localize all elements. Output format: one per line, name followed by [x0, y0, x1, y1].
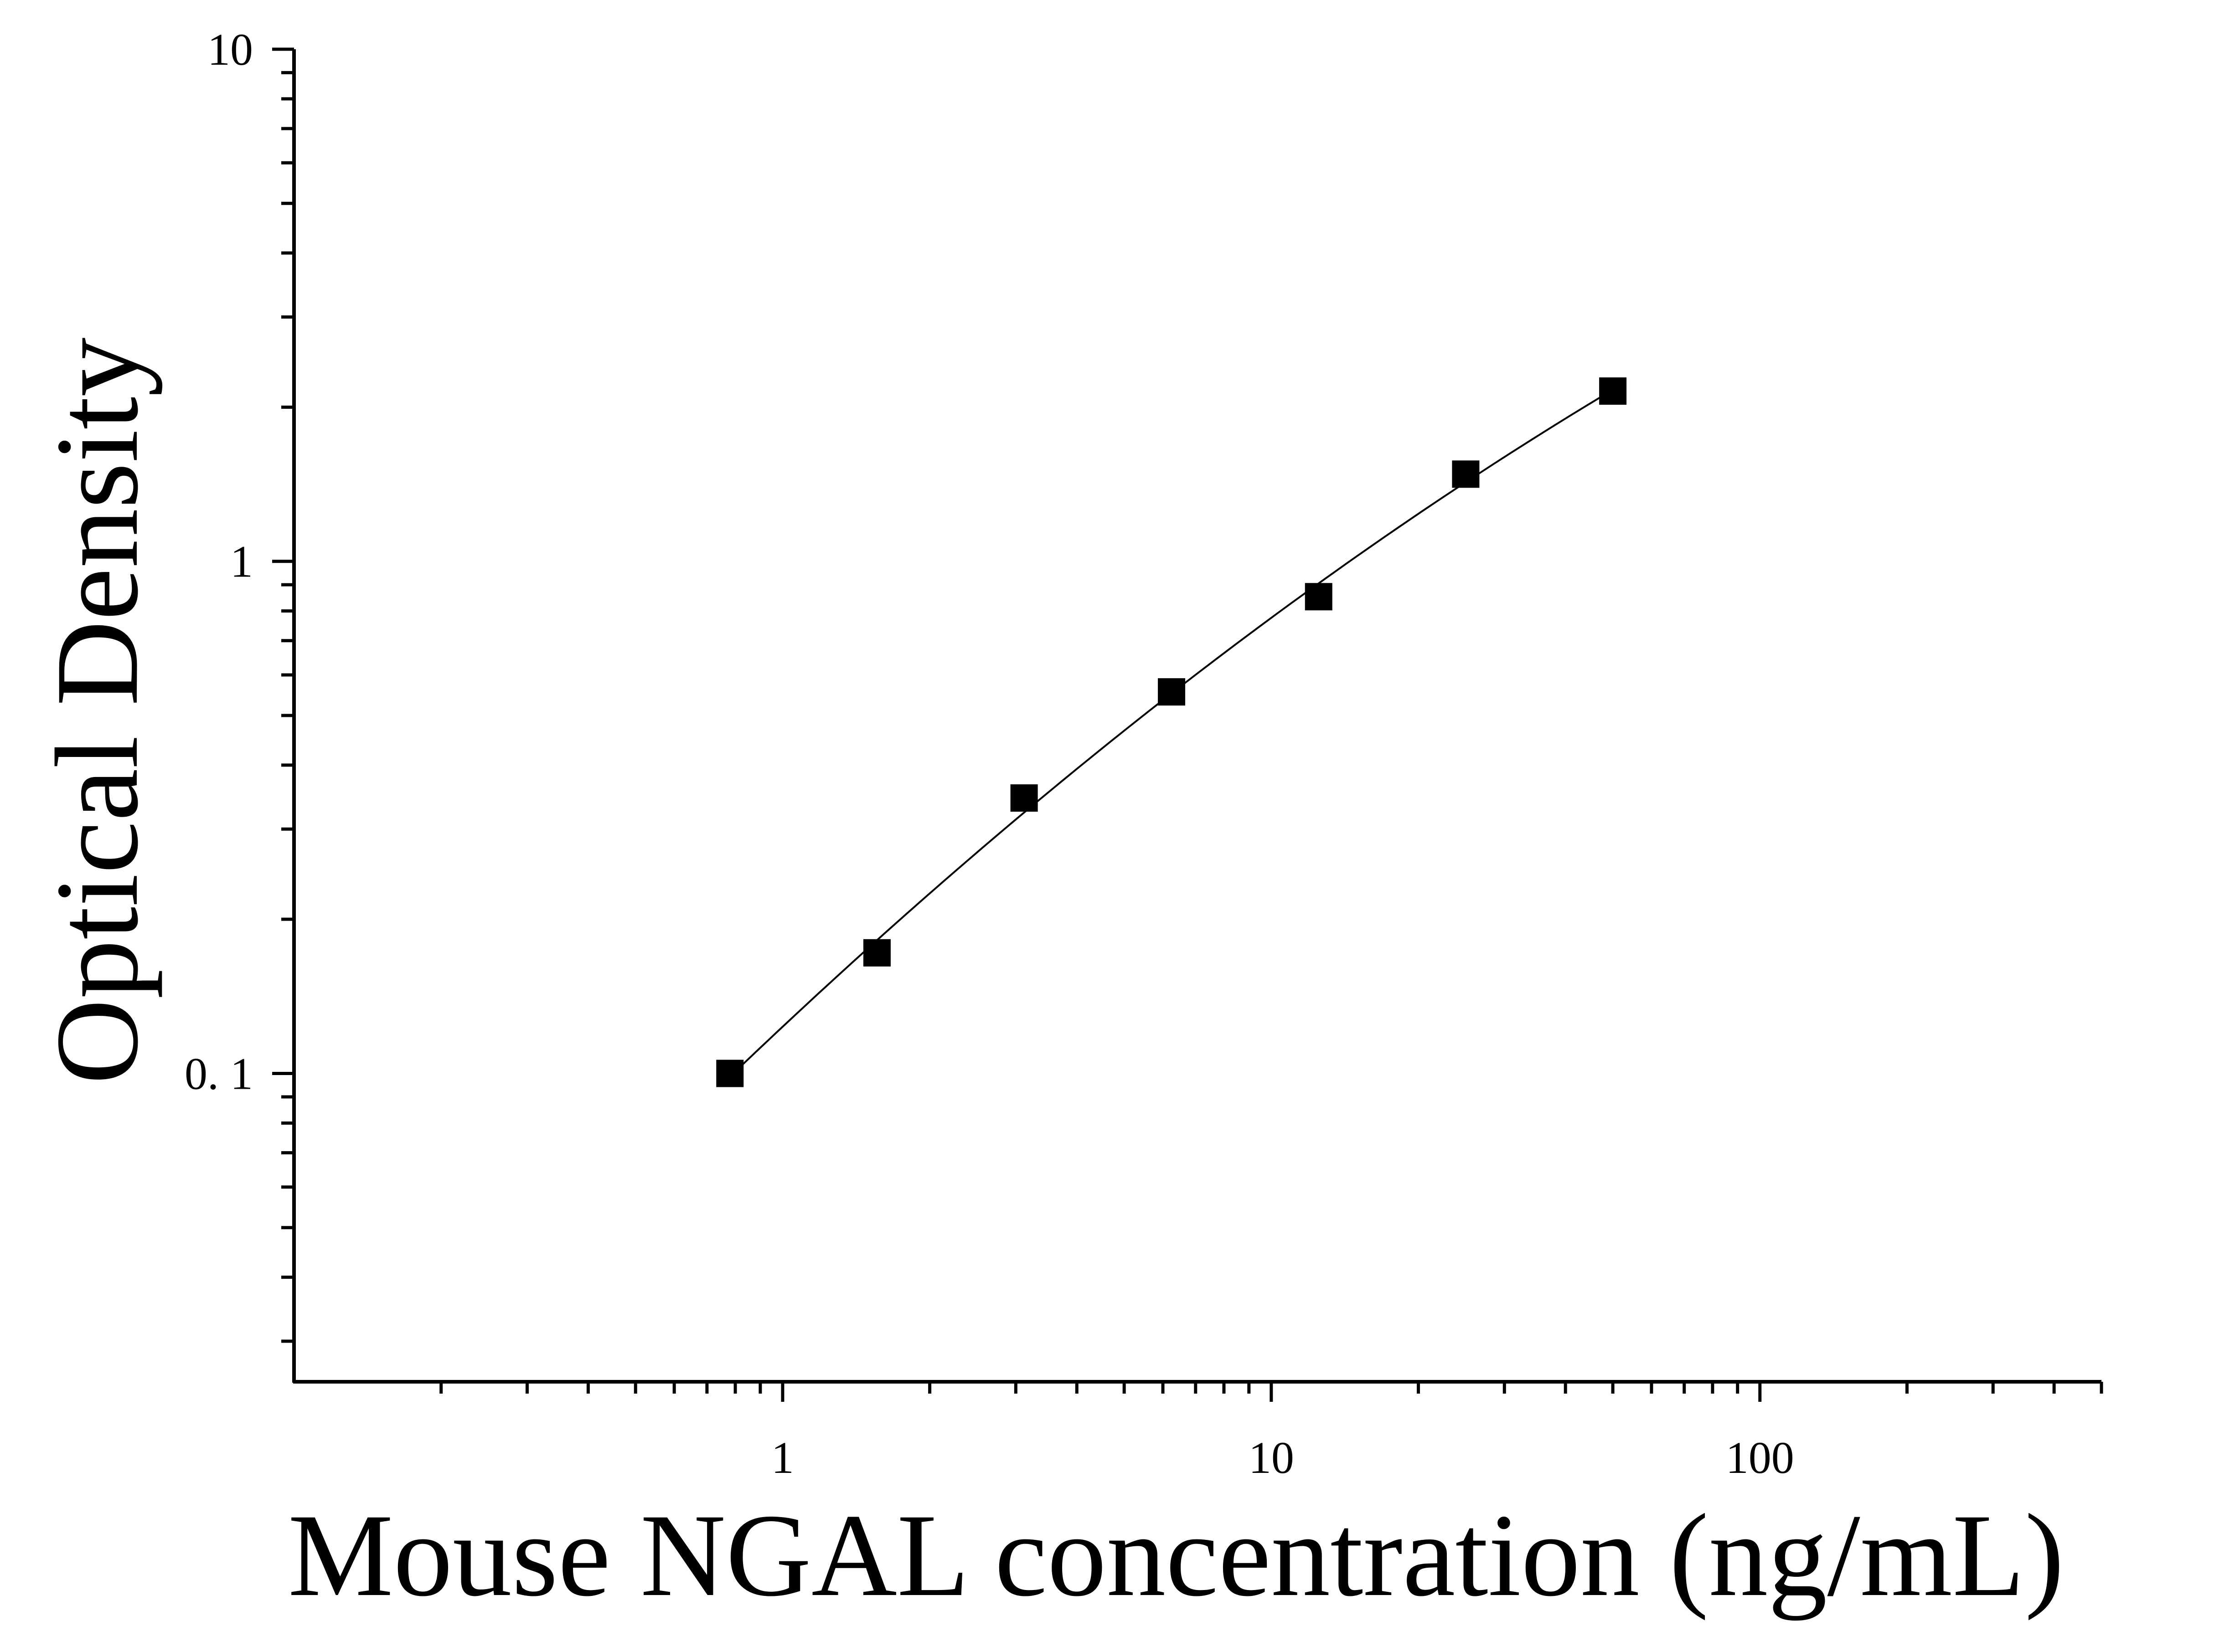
x-tick-label: 1	[771, 1432, 794, 1483]
data-point	[863, 939, 891, 967]
data-point	[1452, 460, 1480, 488]
data-points	[716, 377, 1627, 1087]
x-tick-label: 100	[1726, 1432, 1794, 1483]
data-point	[1305, 583, 1332, 611]
fit-curve-layer	[729, 389, 1614, 1077]
y-axis-ticks: 0. 1 1 10	[185, 24, 294, 1343]
data-point	[716, 1060, 744, 1087]
y-axis-title: Optical Density	[31, 337, 163, 1084]
x-axis-title: Mouse NGAL concentration (ng/mL)	[288, 1490, 2065, 1621]
axes	[292, 49, 2101, 1384]
x-tick-label: 10	[1249, 1432, 1294, 1483]
data-point	[1010, 784, 1038, 812]
y-tick-label: 0. 1	[185, 1048, 253, 1099]
data-point	[1158, 678, 1186, 706]
y-tick-label: 1	[230, 536, 253, 587]
data-point	[1599, 377, 1627, 405]
y-tick-label: 10	[207, 24, 253, 75]
x-axis-ticks: 1 10 100	[439, 1382, 2103, 1483]
fit-curve	[729, 389, 1614, 1077]
